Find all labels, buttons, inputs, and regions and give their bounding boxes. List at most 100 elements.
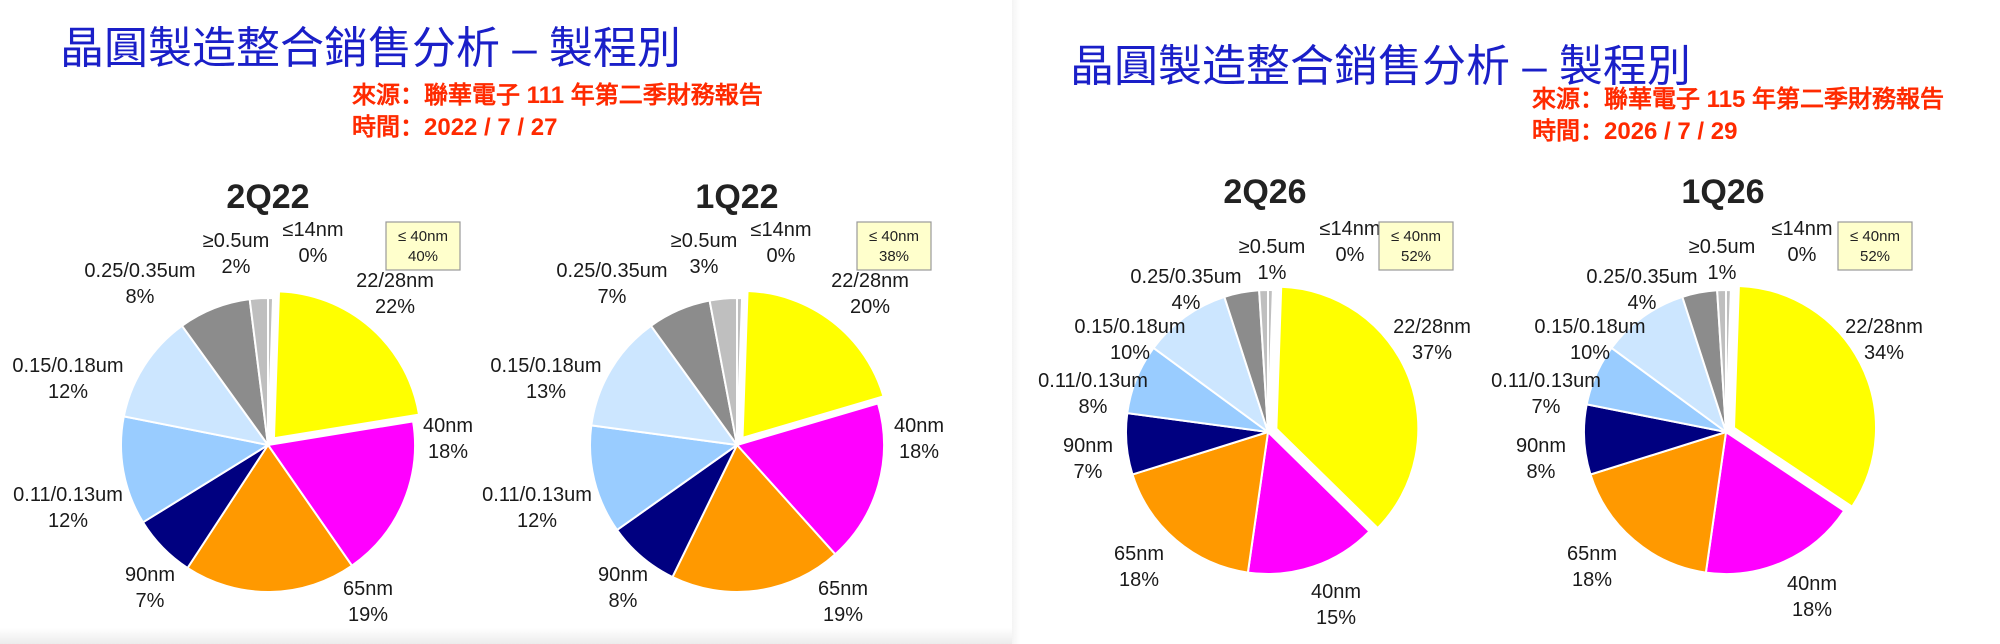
- slice-value: 22%: [375, 296, 415, 318]
- slice-category: 40nm: [1787, 573, 1837, 595]
- panel-divider: [1012, 0, 1020, 644]
- slice-value: 7%: [1532, 396, 1561, 418]
- pie-slice-22-28nm: [1732, 284, 1877, 509]
- slice-value: 37%: [1412, 342, 1452, 364]
- slice-value: 3%: [690, 256, 719, 278]
- slice-label-40nm: 40nm 18%: [1787, 573, 1837, 621]
- slice-label-14nm: ≤14nm 0%: [282, 219, 343, 267]
- slice-category: 65nm: [1114, 543, 1164, 565]
- slice-category: 0.15/0.18um: [1074, 316, 1185, 338]
- badge-box: [1837, 221, 1913, 271]
- slice-label-22-28nm: 22/28nm 20%: [831, 270, 909, 318]
- slice-value: 18%: [1572, 569, 1612, 591]
- slice-label-40nm: 40nm 15%: [1311, 581, 1361, 629]
- slice-label-0-25-0-35um: 0.25/0.35um 7%: [556, 260, 667, 308]
- slice-label-0-5um: ≥0.5um 1%: [1689, 236, 1756, 284]
- date-line: 時間：2026 / 7 / 29: [1532, 118, 1738, 145]
- slice-value: 8%: [1079, 396, 1108, 418]
- slice-value: 4%: [1172, 292, 1201, 314]
- slice-label-0-11-0-13um: 0.11/0.13um 8%: [1038, 370, 1148, 418]
- slice-value: 7%: [598, 286, 627, 308]
- slice-label-0-15-0-18um: 0.15/0.18um 12%: [12, 355, 123, 403]
- pie-slice-22-28nm: [272, 290, 421, 440]
- slice-category: 40nm: [1311, 581, 1361, 603]
- badge-value: 40%: [408, 248, 438, 265]
- slice-label-0-15-0-18um: 0.15/0.18um 10%: [1074, 316, 1185, 364]
- slice-value: 2%: [222, 256, 251, 278]
- slice-value: 34%: [1864, 342, 1904, 364]
- slice-category: 65nm: [818, 578, 868, 600]
- pie-chart-2Q22: 2Q22 ≤14nm 0% 22/28nm 22% 40nm 18% 65nm 19% 90nm 7…: [12, 178, 473, 626]
- slice-value: 19%: [348, 604, 388, 626]
- slice-label-0-25-0-35um: 0.25/0.35um 4%: [1586, 266, 1697, 314]
- badge-box: [1378, 221, 1454, 271]
- slice-category: 90nm: [125, 564, 175, 586]
- slice-category: ≤14nm: [750, 219, 811, 241]
- badge-le-40nm: ≤ 40nm 52%: [1837, 221, 1913, 271]
- slice-value: 7%: [136, 590, 165, 612]
- bottom-shade: [0, 628, 1012, 644]
- slice-category: ≤14nm: [1319, 218, 1380, 240]
- slice-label-90nm: 90nm 7%: [125, 564, 175, 612]
- slice-value: 0%: [767, 245, 796, 267]
- slice-label-0-5um: ≥0.5um 2%: [203, 230, 270, 278]
- slice-category: 22/28nm: [1393, 316, 1471, 338]
- slice-category: 90nm: [1063, 435, 1113, 457]
- slice-label-40nm: 40nm 18%: [894, 415, 944, 463]
- slice-value: 15%: [1316, 607, 1356, 629]
- pie-slice-0-11-0-13um: [589, 424, 740, 532]
- slice-value: 1%: [1708, 262, 1737, 284]
- pie-chart-1Q26: 1Q26 ≤14nm 0% 22/28nm 34% 40nm 18% 65nm 18% 90nm 8…: [1491, 173, 1923, 621]
- slice-value: 0%: [1788, 244, 1817, 266]
- pie-slice-40nm: [1246, 429, 1371, 575]
- slice-category: 0.15/0.18um: [12, 355, 123, 377]
- pie-slice-40nm: [266, 420, 416, 568]
- slice-label-65nm: 65nm 18%: [1114, 543, 1164, 591]
- slice-value: 0%: [299, 245, 328, 267]
- pie-slice-0-11-0-13um: [120, 415, 271, 524]
- slice-category: 0.25/0.35um: [1586, 266, 1697, 288]
- slice-category: 0.15/0.18um: [1534, 316, 1645, 338]
- badge-box: [385, 221, 461, 271]
- slice-value: 18%: [428, 441, 468, 463]
- slice-label-22-28nm: 22/28nm 22%: [356, 270, 434, 318]
- badge-le-40nm: ≤ 40nm 38%: [856, 221, 932, 271]
- slice-category: 0.25/0.35um: [84, 260, 195, 282]
- chart-title: 1Q22: [695, 178, 778, 216]
- slice-value: 18%: [1119, 569, 1159, 591]
- slice-label-0-25-0-35um: 0.25/0.35um 4%: [1130, 266, 1241, 314]
- slice-value: 18%: [1792, 599, 1832, 621]
- badge-value: 52%: [1401, 248, 1431, 265]
- slice-label-0-5um: ≥0.5um 1%: [1239, 236, 1306, 284]
- pie-slice-0-15-0-18um: [122, 324, 271, 447]
- slice-label-90nm: 90nm 7%: [1063, 435, 1113, 483]
- badge-label: ≤ 40nm: [869, 228, 919, 245]
- pie-slice-65nm: [1589, 430, 1728, 574]
- chart-title: 1Q26: [1681, 173, 1764, 211]
- slice-value: 18%: [899, 441, 939, 463]
- slice-value: 8%: [609, 590, 638, 612]
- pie-slice-0-15-0-18um: [1610, 295, 1728, 435]
- slice-category: 40nm: [894, 415, 944, 437]
- slice-value: 20%: [850, 296, 890, 318]
- source-line: 來源：聯華電子 111 年第二季財務報告: [352, 82, 763, 109]
- slice-category: 0.11/0.13um: [13, 484, 123, 506]
- badge-label: ≤ 40nm: [1391, 228, 1441, 245]
- pie-slice-0-15-0-18um: [1152, 295, 1270, 435]
- slice-label-22-28nm: 22/28nm 34%: [1845, 316, 1923, 364]
- slice-label-0-11-0-13um: 0.11/0.13um 7%: [1491, 370, 1601, 418]
- slice-label-65nm: 65nm 19%: [818, 578, 868, 626]
- slice-value: 4%: [1628, 292, 1657, 314]
- badge-value: 38%: [879, 248, 909, 265]
- slice-label-14nm: ≤14nm 0%: [1319, 218, 1380, 266]
- pie-slice-65nm: [671, 443, 837, 593]
- chart-title: 2Q22: [226, 178, 309, 216]
- badge-value: 52%: [1860, 248, 1890, 265]
- slice-value: 19%: [823, 604, 863, 626]
- slice-label-90nm: 90nm 8%: [1516, 435, 1566, 483]
- slice-label-40nm: 40nm 18%: [423, 415, 473, 463]
- slice-category: ≥0.5um: [1239, 236, 1306, 258]
- slice-category: ≤14nm: [1771, 218, 1832, 240]
- slice-value: 12%: [517, 510, 557, 532]
